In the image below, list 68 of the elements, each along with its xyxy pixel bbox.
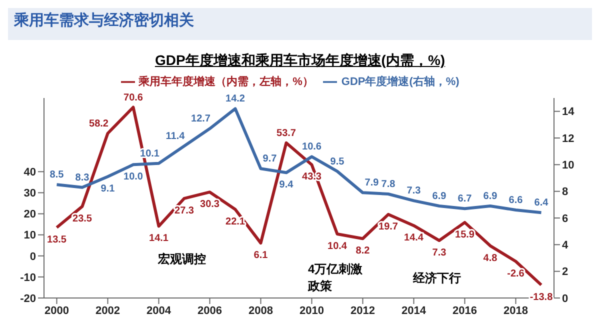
- x-tick-label: 2016: [452, 304, 477, 317]
- data-label: 27.3: [174, 205, 194, 216]
- data-label: 10.0: [124, 172, 144, 183]
- data-label: 6.9: [483, 191, 498, 202]
- annotation: 4万亿刺激政策: [308, 261, 364, 295]
- y-tick-label: 40: [24, 166, 36, 179]
- text: 乘用车需求与经济密切相关: [8, 8, 592, 40]
- x-tick-label: 2012: [350, 304, 375, 317]
- data-label: 9.5: [330, 156, 345, 168]
- y2-tick-label: 4: [562, 240, 569, 252]
- annotation: 经济下行: [413, 270, 462, 287]
- data-label: 7.9: [364, 178, 380, 189]
- y-tick-label: 10: [24, 230, 36, 242]
- annotation: 宏观调控: [158, 251, 207, 268]
- y2-tick-label: 0: [562, 292, 568, 305]
- data-label: 6.1: [254, 250, 268, 262]
- data-label: 7.8: [381, 179, 396, 190]
- data-label: 11.4: [166, 131, 186, 142]
- x-tick-label: 2002: [96, 304, 120, 317]
- y-tick-label: -20: [20, 292, 36, 305]
- data-label: 8.3: [75, 172, 90, 184]
- data-label: 13.5: [47, 234, 67, 246]
- data-label: 9.1: [100, 184, 116, 195]
- data-label: 6.4: [534, 198, 549, 209]
- data-label: 10.6: [302, 142, 322, 153]
- y2-tick-label: 6: [562, 212, 568, 225]
- data-label: 14.1: [149, 233, 169, 244]
- y2-tick-label: 12: [562, 132, 574, 145]
- data-label: -2.6: [507, 268, 525, 280]
- data-label: 12.7: [191, 114, 211, 125]
- data-label: 53.7: [276, 128, 296, 139]
- y-tick-label: 0: [30, 250, 36, 263]
- y2-tick-label: 8: [562, 186, 568, 198]
- data-label: 6.7: [458, 194, 472, 205]
- x-tick-label: 2006: [198, 304, 222, 317]
- data-label: 7.3: [432, 248, 447, 259]
- data-label: 14.2: [226, 94, 246, 105]
- data-label: 6.9: [432, 191, 447, 202]
- y-tick-label: 30: [24, 188, 36, 200]
- data-label: 8.2: [356, 246, 370, 257]
- y-tick-label: 20: [24, 208, 36, 221]
- data-label: 15.9: [455, 229, 475, 240]
- data-label: 30.3: [200, 199, 220, 210]
- legend-label: 乘用车年度增速（内需，左轴，%）: [138, 76, 314, 88]
- y2-tick-label: 10: [562, 160, 574, 172]
- data-label: 14.4: [404, 232, 424, 244]
- data-label: 4.8: [483, 252, 498, 264]
- data-label: 23.5: [72, 213, 92, 224]
- x-tick-label: 2008: [248, 304, 273, 317]
- y2-tick-label: 2: [562, 266, 568, 278]
- x-tick-label: 2014: [402, 304, 427, 317]
- x-tick-label: 2004: [146, 304, 172, 317]
- y2-tick-label: 14: [562, 106, 576, 118]
- data-label: 58.2: [89, 118, 109, 130]
- x-tick-label: 2018: [504, 304, 528, 317]
- data-label: 8.5: [50, 170, 64, 181]
- y-tick-label: -10: [20, 272, 36, 284]
- data-label: 19.7: [378, 221, 398, 232]
- data-label: 7.3: [406, 186, 422, 197]
- data-label: 6.6: [508, 195, 524, 206]
- x-tick-label: 2010: [300, 304, 324, 317]
- x-tick-label: 2000: [44, 304, 69, 317]
- data-label: 9.7: [262, 154, 278, 165]
- data-label: 70.6: [124, 92, 144, 104]
- data-label: 10.4: [328, 241, 348, 252]
- data-label: 9.4: [279, 180, 294, 191]
- chart-title: GDP年度增速和乘用车市场年度增速(内需，%): [154, 52, 446, 70]
- legend-label: GDP年度增速(右轴，%): [341, 76, 460, 88]
